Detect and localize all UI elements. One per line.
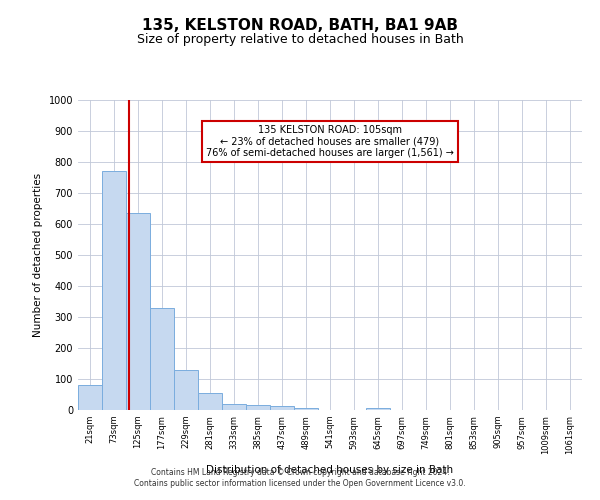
- Text: 135, KELSTON ROAD, BATH, BA1 9AB: 135, KELSTON ROAD, BATH, BA1 9AB: [142, 18, 458, 32]
- Bar: [270, 406, 294, 410]
- Bar: [366, 408, 390, 410]
- Bar: [294, 408, 318, 410]
- Bar: [102, 172, 126, 410]
- X-axis label: Distribution of detached houses by size in Bath: Distribution of detached houses by size …: [206, 465, 454, 475]
- Bar: [126, 213, 150, 410]
- Bar: [150, 308, 174, 410]
- Text: Size of property relative to detached houses in Bath: Size of property relative to detached ho…: [137, 32, 463, 46]
- Bar: [78, 385, 102, 410]
- Bar: [222, 404, 246, 410]
- Bar: [174, 370, 198, 410]
- Text: Contains HM Land Registry data © Crown copyright and database right 2024.
Contai: Contains HM Land Registry data © Crown c…: [134, 468, 466, 487]
- Text: 135 KELSTON ROAD: 105sqm
← 23% of detached houses are smaller (479)
76% of semi-: 135 KELSTON ROAD: 105sqm ← 23% of detach…: [206, 125, 454, 158]
- Y-axis label: Number of detached properties: Number of detached properties: [33, 173, 43, 337]
- Bar: [198, 393, 222, 410]
- Bar: [246, 404, 270, 410]
